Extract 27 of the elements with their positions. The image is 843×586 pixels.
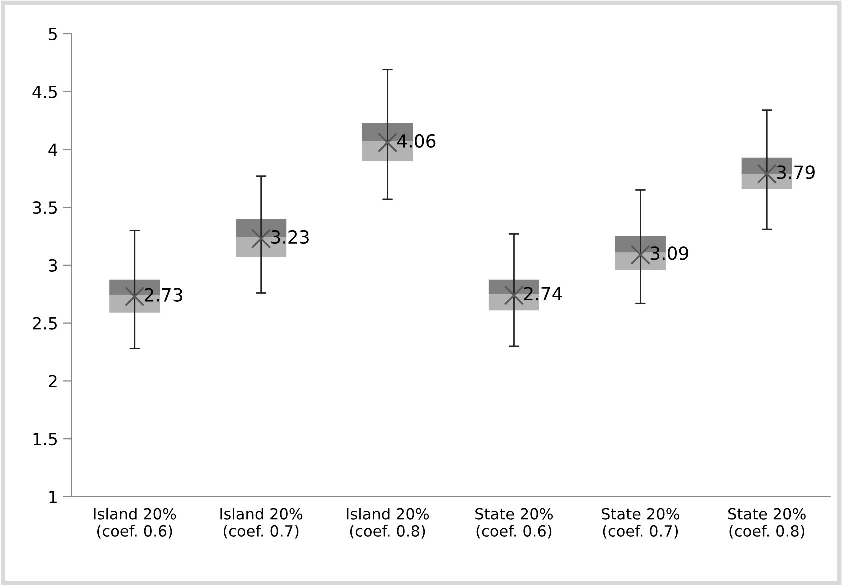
y-tick-label: 2.5 — [33, 317, 58, 330]
y-tick-label: 1 — [50, 491, 57, 504]
y-tick-label: 2 — [49, 375, 57, 388]
point — [757, 164, 778, 184]
data-label: 2.74 — [524, 287, 562, 301]
x-tick-label: State 20% (coef. 0.6) — [476, 508, 554, 539]
point — [504, 286, 524, 306]
data-label: 4.06 — [398, 134, 436, 148]
data-label: 3.23 — [272, 230, 309, 244]
point — [251, 228, 272, 249]
x-tick-label: Island 20% (coef. 0.6) — [94, 508, 176, 539]
x-tick-label: State 20% (coef. 0.7) — [602, 508, 680, 539]
y-tick-label: 5 — [49, 28, 58, 41]
point — [124, 286, 145, 307]
y-tick-label: 3 — [49, 259, 58, 272]
y-tick-label: 1.5 — [34, 433, 58, 446]
data-label: 3.79 — [777, 166, 815, 180]
y-tick-label: 4.5 — [32, 86, 58, 98]
x-tick-label: Island 20% (coef. 0.7) — [220, 508, 303, 539]
y-tick-label: 3.5 — [33, 202, 58, 214]
data-label: 2.73 — [145, 288, 182, 302]
data-label: 3.09 — [650, 246, 688, 260]
point — [378, 132, 398, 153]
y-tick-label: 4 — [48, 144, 58, 156]
x-tick-label: Island 20% (coef. 0.8) — [347, 508, 430, 539]
x-tick-label: State 20% (coef. 0.8) — [728, 508, 806, 539]
point — [630, 245, 651, 265]
